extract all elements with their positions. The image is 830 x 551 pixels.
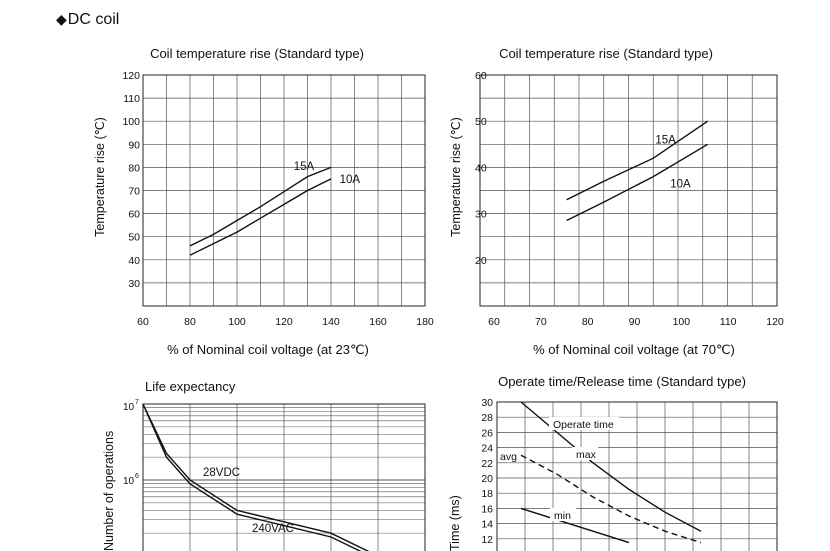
chart4-ytick-label: 14 xyxy=(481,519,493,531)
chart1-ytick-label: 40 xyxy=(128,255,140,267)
chart4-annotation-bg xyxy=(572,447,598,460)
chart3-series-line-240VAC xyxy=(142,403,362,551)
chart1-xtick-label: 160 xyxy=(369,316,387,328)
chart4-series-line-min xyxy=(520,507,630,544)
chart1-frame xyxy=(142,74,426,307)
chart4-ytick-label: 12 xyxy=(481,534,493,546)
chart3-series-label-28VDC: 28VDC xyxy=(203,467,240,479)
chart4-title: Operate time/Release time (Standard type… xyxy=(498,374,746,389)
chart1-ytick-label: 30 xyxy=(128,278,140,290)
chart4-ytick-label: 18 xyxy=(481,488,493,500)
chart3-ylabel: Number of operations xyxy=(102,431,116,551)
chart4-ylabel: Time (ms) xyxy=(448,495,462,551)
chart1-xtick-label: 80 xyxy=(184,316,196,328)
chart2-ytick-label: 60 xyxy=(475,70,487,82)
chart4-ytick-label: 22 xyxy=(481,458,493,470)
chart1-xtick-label: 120 xyxy=(275,316,293,328)
chart1-xtick-label: 180 xyxy=(416,316,434,328)
chart4-annotation-min: min xyxy=(554,510,571,522)
chart4-series-line-avg xyxy=(520,454,702,544)
section-title-text: DC coil xyxy=(67,11,120,28)
chart2-ylabel: Temperature rise (℃) xyxy=(449,117,463,237)
chart4-ytick-label: 16 xyxy=(481,503,493,515)
chart1-ytick-label: 90 xyxy=(128,139,140,151)
chart2-ytick-label: 20 xyxy=(475,255,487,267)
chart2-ytick-label: 40 xyxy=(475,162,487,174)
chart2-title: Coil temperature rise (Standard type) xyxy=(499,46,713,61)
chart2-xtick-label: 90 xyxy=(629,316,641,328)
chart4-ytick-label: 20 xyxy=(481,473,493,485)
section-title: ◆DC coil xyxy=(56,11,119,29)
chart2-series-line-15A xyxy=(566,120,709,201)
chart1-series-label-15A: 15A xyxy=(294,161,315,173)
chart3-series-label-240VAC: 240VAC xyxy=(252,523,294,535)
chart4-ytick-label: 26 xyxy=(481,427,493,439)
chart2-xtick-label: 110 xyxy=(720,316,737,328)
chart2-ytick-label: 50 xyxy=(475,116,487,128)
chart1-ytick-label: 70 xyxy=(128,186,140,198)
chart2-ytick-label: 30 xyxy=(475,209,487,221)
chart4-annotation-bg xyxy=(498,449,520,462)
chart1-ytick-label: 50 xyxy=(128,232,140,244)
chart4-annotation-operate-time: Operate time xyxy=(553,419,614,431)
chart1-title: Coil temperature rise (Standard type) xyxy=(150,46,364,61)
chart1-ytick-label: 60 xyxy=(128,209,140,221)
chart2-xtick-label: 70 xyxy=(535,316,547,328)
chart2-xtick-label: 80 xyxy=(582,316,594,328)
chart3-frame xyxy=(142,403,426,551)
chart1-xlabel: % of Nominal coil voltage (at 23℃) xyxy=(167,342,369,357)
chart2-series-label-10A: 10A xyxy=(670,179,691,191)
chart2-xtick-label: 100 xyxy=(673,316,691,328)
chart3-ytick-1e6-exp: 6 xyxy=(135,473,139,480)
chart3-ytick-1e7-base: 10 xyxy=(123,402,135,413)
chart2-xtick-label: 60 xyxy=(488,316,500,328)
chart2-frame xyxy=(479,74,778,307)
section-marker: ◆ xyxy=(56,11,67,27)
chart2-xtick-label: 120 xyxy=(766,316,784,328)
chart4-annotation-bg xyxy=(550,508,576,521)
chart3-series-line-28VDC xyxy=(142,403,370,551)
chart2-xlabel: % of Nominal coil voltage (at 70℃) xyxy=(533,342,735,357)
chart1-ylabel: Temperature rise (℃) xyxy=(93,117,107,237)
chart1-series-line-10A xyxy=(189,178,332,256)
chart4-ytick-label: 28 xyxy=(481,412,493,424)
chart1-xtick-label: 140 xyxy=(322,316,340,328)
chart1-xtick-label: 60 xyxy=(137,316,149,328)
chart1-ytick-label: 80 xyxy=(128,162,140,174)
chart4-annotation-avg: avg xyxy=(500,451,517,463)
chart1-ytick-label: 110 xyxy=(123,93,140,105)
chart2-series-label-15A: 15A xyxy=(655,135,676,147)
chart4-frame xyxy=(496,401,778,551)
chart4-ytick-label: 30 xyxy=(481,397,493,409)
chart1-ytick-label: 120 xyxy=(122,70,140,82)
chart1-ytick-label: 100 xyxy=(122,116,140,128)
chart4-ytick-label: 24 xyxy=(481,443,493,455)
chart1-xtick-label: 100 xyxy=(228,316,246,328)
chart3-title: Life expectancy xyxy=(145,379,236,394)
chart1-series-label-10A: 10A xyxy=(340,174,361,186)
chart1-series-line-15A xyxy=(189,166,332,247)
chart3-ytick-1e7-exp: 7 xyxy=(135,399,139,406)
chart3-ytick-1e6-base: 10 xyxy=(123,476,135,487)
chart4-annotation-max: max xyxy=(576,449,597,461)
chart4-annotation-bg xyxy=(549,417,619,430)
chart2-series-line-10A xyxy=(566,143,709,222)
